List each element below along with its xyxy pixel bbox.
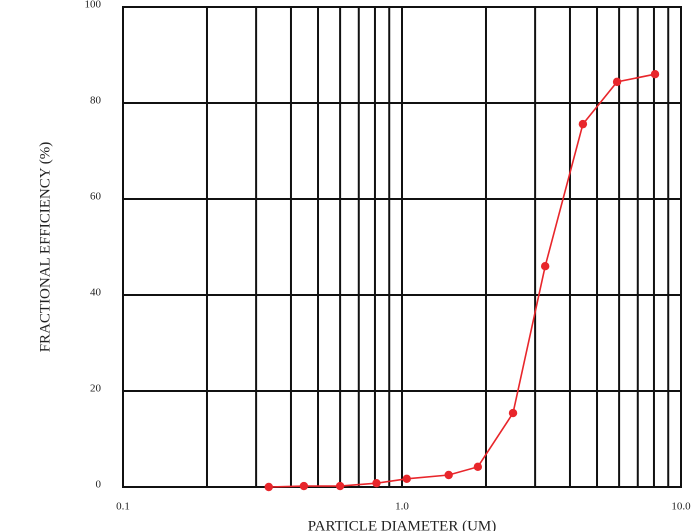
y-tick-label: 100: [85, 0, 102, 11]
data-point: [612, 77, 622, 87]
data-point: [578, 119, 588, 129]
data-point: [473, 462, 483, 472]
data-point: [335, 481, 345, 491]
y-tick-label: 0: [96, 479, 102, 491]
data-point: [299, 481, 309, 491]
data-point: [508, 408, 518, 418]
data-point: [540, 262, 550, 271]
plot-frame: [122, 6, 682, 488]
y-axis-title: FRACTIONAL EFFICIENCY (%): [37, 142, 53, 353]
data-point: [372, 478, 381, 488]
data-point: [444, 470, 453, 480]
x-axis-title: PARTICLE DIAMETER (UM): [308, 518, 497, 531]
x-tick-label: 0.1: [116, 501, 130, 513]
data-point: [264, 482, 273, 492]
data-point: [650, 70, 660, 79]
y-tick-label: 40: [90, 287, 102, 299]
y-tick-label: 80: [90, 95, 102, 107]
data-point: [402, 474, 411, 484]
y-tick-label: 60: [90, 191, 102, 203]
series-line: [268, 73, 656, 488]
x-tick-label: 1.0: [395, 501, 409, 513]
y-tick-label: 20: [90, 383, 102, 395]
x-tick-label: 10.0: [671, 501, 691, 513]
